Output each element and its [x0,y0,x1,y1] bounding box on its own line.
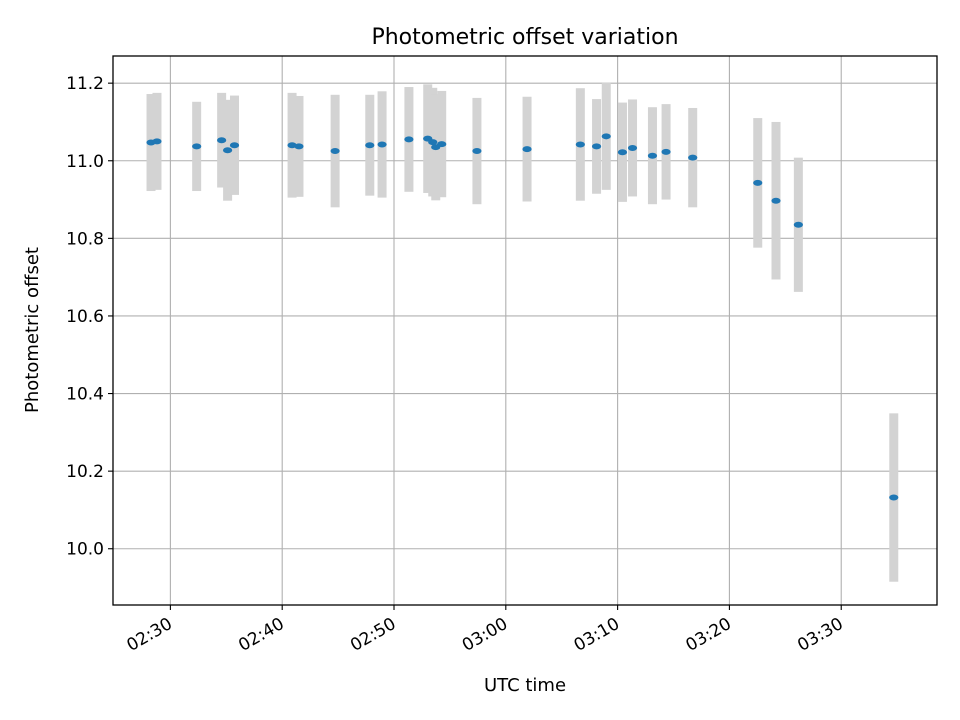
y-tick-label: 10.4 [66,385,104,405]
data-point [330,148,340,155]
data-point [647,152,658,159]
data-point [575,141,585,148]
y-tick-label: 10.2 [66,462,104,482]
x-tick-label: 03:10 [571,614,623,656]
data-point [152,138,162,145]
data-point [365,142,375,149]
data-point [688,154,698,161]
y-axis-ticks: 10.0 10.2 10.4 10.6 10.8 11.0 11.2 [66,74,113,560]
x-axis-label: UTC time [484,675,566,696]
data-point [437,141,447,148]
data-point [661,148,671,155]
y-axis-label: Photometric offset [22,247,43,413]
data-point [472,148,482,155]
data-point [522,146,532,153]
y-tick-label: 11.0 [66,152,104,172]
data-point [192,143,202,150]
data-point [294,143,304,150]
error-bars [146,82,899,582]
data-point [753,179,763,186]
x-tick-label: 03:30 [794,614,846,656]
data-point [229,142,240,149]
x-axis-ticks: 02:30 02:40 02:50 03:00 03:10 03:20 03:30 [123,605,847,656]
data-point [377,141,387,148]
y-tick-label: 10.0 [66,540,104,560]
x-tick-label: 03:00 [459,614,511,656]
data-point [217,137,227,144]
data-point [222,147,233,154]
data-point [404,136,414,143]
data-point [889,494,899,501]
data-point [601,133,611,140]
data-point [793,221,803,228]
x-tick-label: 02:30 [123,614,175,656]
x-tick-label: 02:50 [347,614,399,656]
data-point [617,149,628,156]
data-point [428,139,438,146]
data-point [591,143,602,150]
y-tick-label: 10.6 [66,307,104,327]
data-points [146,133,899,501]
plot-frame [112,55,938,606]
data-point [287,142,297,149]
data-point [627,144,638,151]
x-tick-label: 03:20 [682,614,734,656]
y-tick-label: 10.8 [66,229,104,249]
y-tick-label: 11.2 [66,74,104,94]
x-tick-label: 02:40 [235,614,287,656]
chart-title: Photometric offset variation [371,25,678,50]
data-point [771,197,781,204]
